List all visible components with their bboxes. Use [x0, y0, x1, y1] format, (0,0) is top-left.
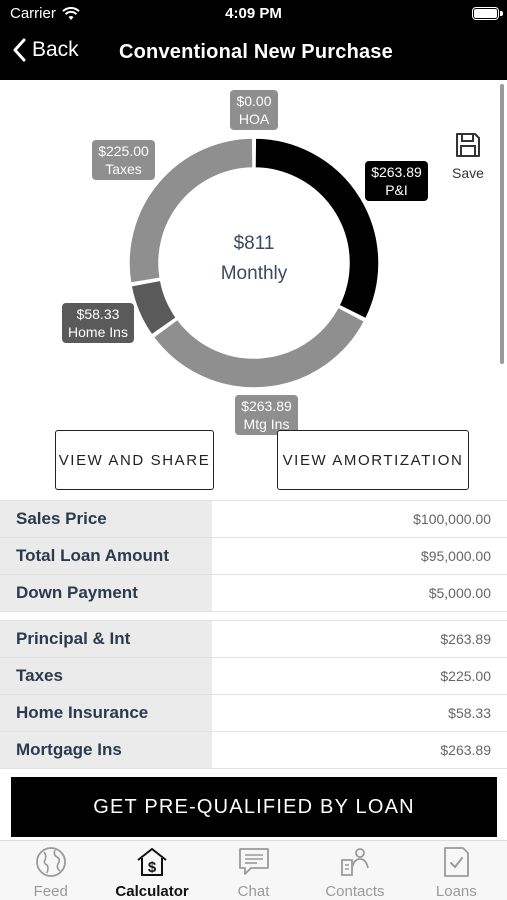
donut-segment-p-i [254, 137, 380, 320]
callout-hoa-amount: $0.00 [236, 93, 272, 109]
callout-taxes: $225.00 Taxes [92, 140, 155, 180]
house-dollar-icon: $ [137, 848, 167, 876]
callout-pi-amount: $263.89 [371, 164, 422, 180]
table-row: Principal & Int $263.89 [0, 621, 507, 658]
back-button[interactable]: Back [12, 38, 79, 62]
tab-label: Calculator [115, 883, 189, 900]
callout-home-ins-amount: $58.33 [76, 306, 120, 322]
callout-mtg-ins-label: Mtg Ins [243, 416, 290, 432]
row-value: $225.00 [212, 658, 507, 694]
table-row: Mortgage Ins $263.89 [0, 732, 507, 769]
row-value: $95,000.00 [212, 538, 507, 574]
tab-label: Chat [237, 883, 270, 900]
nav-bar: Back Conventional New Purchase [0, 28, 507, 80]
callout-hoa-label: HOA [238, 111, 270, 127]
row-label: Total Loan Amount [0, 538, 212, 574]
callout-home-ins: $58.33 Home Ins [62, 303, 134, 343]
row-value: $58.33 [212, 695, 507, 731]
table-row: Total Loan Amount $95,000.00 [0, 538, 507, 575]
save-button[interactable]: Save [448, 132, 488, 181]
tab-label: Loans [435, 883, 477, 900]
get-pre-qualified-button[interactable]: GET PRE-QUALIFIED BY LOAN [11, 777, 497, 837]
scrollbar[interactable] [500, 84, 504, 364]
chevron-left-icon [13, 38, 26, 62]
loan-document-icon [444, 847, 470, 877]
row-label: Taxes [0, 658, 212, 694]
payment-breakdown-table: Principal & Int $263.89 Taxes $225.00 Ho… [0, 620, 507, 769]
table-row: Home Insurance $58.33 [0, 695, 507, 732]
wifi-icon [62, 6, 80, 20]
table-row: Taxes $225.00 [0, 658, 507, 695]
callout-taxes-amount: $225.00 [98, 143, 149, 159]
monthly-total: $811 [233, 233, 275, 254]
row-value: $5,000.00 [212, 575, 507, 611]
back-label: Back [32, 38, 79, 61]
loan-summary-table: Sales Price $100,000.00 Total Loan Amoun… [0, 500, 507, 612]
donut-segment-home-ins [130, 279, 178, 337]
section-divider [0, 612, 507, 620]
callout-home-ins-label: Home Ins [68, 324, 128, 340]
page-title: Conventional New Purchase [119, 41, 393, 63]
clock: 4:09 PM [225, 5, 282, 22]
chat-icon [238, 848, 269, 875]
battery-icon [472, 7, 503, 20]
tab-label: Feed [33, 883, 68, 900]
view-and-share-button[interactable]: VIEW AND SHARE [55, 430, 214, 490]
row-label: Home Insurance [0, 695, 212, 731]
floppy-disk-icon [456, 133, 480, 157]
donut-chart [128, 137, 380, 389]
table-row: Sales Price $100,000.00 [0, 501, 507, 538]
row-value: $263.89 [212, 621, 507, 657]
table-row: Down Payment $5,000.00 [0, 575, 507, 612]
callout-mtg-ins-amount: $263.89 [241, 398, 292, 414]
row-value: $263.89 [212, 732, 507, 768]
row-label: Sales Price [0, 501, 212, 537]
contacts-icon [341, 848, 369, 876]
callout-taxes-label: Taxes [105, 161, 142, 177]
view-amortization-button[interactable]: VIEW AMORTIZATION [277, 430, 469, 490]
callout-pi: $263.89 P&I [365, 161, 428, 201]
row-label: Mortgage Ins [0, 732, 212, 768]
row-label: Down Payment [0, 575, 212, 611]
donut-segment-mtg-ins [152, 306, 366, 389]
donut-segment-taxes [128, 137, 254, 284]
tab-label: Contacts [325, 883, 385, 900]
tab-feed[interactable]: Feed [0, 841, 101, 900]
tab-loans[interactable]: Loans [406, 841, 507, 900]
svg-text:$: $ [148, 859, 157, 876]
tab-contacts[interactable]: Contacts [304, 841, 405, 900]
row-value: $100,000.00 [212, 501, 507, 537]
tab-chat[interactable]: Chat [203, 841, 304, 900]
tab-calculator[interactable]: $ Calculator [101, 841, 202, 900]
callout-mtg-ins: $263.89 Mtg Ins [235, 395, 298, 435]
globe-icon [35, 847, 66, 877]
payment-breakdown-chart: $811 Monthly $0.00 HOA $263.89 P&I $225.… [0, 80, 507, 500]
callout-hoa: $0.00 HOA [230, 90, 278, 130]
save-label: Save [452, 165, 484, 181]
carrier-label: Carrier [10, 5, 56, 22]
status-bar: Carrier 4:09 PM [0, 0, 507, 28]
row-label: Principal & Int [0, 621, 212, 657]
carrier-info: Carrier [10, 5, 80, 22]
monthly-label: Monthly [220, 263, 288, 284]
tab-bar: Feed $ Calculator Chat [0, 840, 507, 900]
callout-pi-label: P&I [385, 182, 408, 198]
